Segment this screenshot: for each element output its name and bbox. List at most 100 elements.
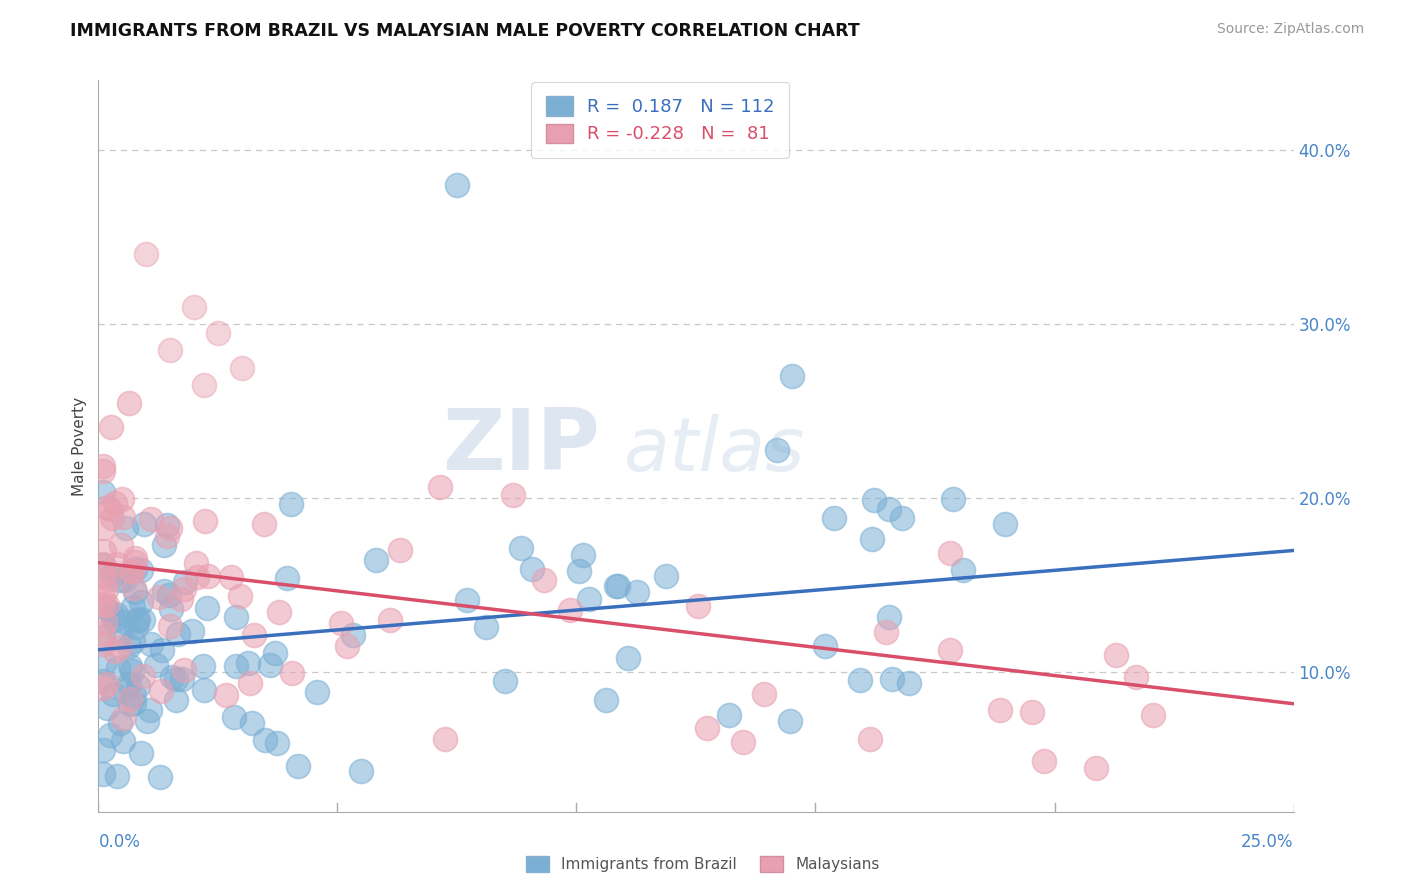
Text: IMMIGRANTS FROM BRAZIL VS MALAYSIAN MALE POVERTY CORRELATION CHART: IMMIGRANTS FROM BRAZIL VS MALAYSIAN MALE… <box>70 22 860 40</box>
Point <box>607 579 630 593</box>
Point <box>122 581 145 595</box>
Point <box>276 571 298 585</box>
Point <box>456 593 478 607</box>
Point <box>863 493 886 508</box>
Point <box>120 698 142 712</box>
Point <box>446 178 468 192</box>
Point <box>329 615 352 630</box>
Point <box>153 584 176 599</box>
Point <box>91 637 114 651</box>
Point <box>780 369 803 384</box>
Point <box>98 501 121 516</box>
Point <box>184 557 207 571</box>
Point <box>139 511 162 525</box>
Point <box>186 570 208 584</box>
Point <box>266 736 288 750</box>
Point <box>139 703 162 717</box>
Point <box>380 613 402 627</box>
Point <box>157 588 180 602</box>
Point <box>859 731 882 746</box>
Point <box>105 769 128 783</box>
Point <box>104 644 127 658</box>
Point <box>502 488 524 502</box>
Point <box>105 607 128 622</box>
Point <box>94 583 117 598</box>
Point <box>879 501 901 516</box>
Point <box>118 659 141 673</box>
Point <box>118 639 141 653</box>
Point <box>121 564 143 578</box>
Point <box>132 668 155 682</box>
Point <box>239 676 262 690</box>
Point <box>107 661 129 675</box>
Text: ZIP: ZIP <box>443 404 600 488</box>
Point <box>103 613 125 627</box>
Point <box>558 603 581 617</box>
Point <box>150 642 173 657</box>
Point <box>752 687 775 701</box>
Point <box>96 599 118 613</box>
Point <box>91 557 114 571</box>
Point <box>252 516 274 531</box>
Point <box>849 673 872 687</box>
Point <box>733 735 755 749</box>
Point <box>1084 762 1107 776</box>
Point <box>122 633 145 648</box>
Point <box>114 683 136 698</box>
Point <box>103 687 125 701</box>
Point <box>942 492 965 507</box>
Point <box>100 420 122 434</box>
Point <box>118 677 141 691</box>
Point <box>180 624 202 638</box>
Point <box>342 628 364 642</box>
Point <box>127 612 149 626</box>
Point <box>91 626 114 640</box>
Text: Source: ZipAtlas.com: Source: ZipAtlas.com <box>1216 22 1364 37</box>
Point <box>150 684 173 698</box>
Point <box>104 496 127 510</box>
Point <box>280 497 302 511</box>
Point <box>93 568 115 582</box>
Point <box>96 701 118 715</box>
Point <box>124 550 146 565</box>
Legend: R =  0.187   N = 112, R = -0.228   N =  81: R = 0.187 N = 112, R = -0.228 N = 81 <box>531 82 789 158</box>
Point <box>129 595 152 609</box>
Point <box>578 591 600 606</box>
Point <box>136 714 159 728</box>
Point <box>207 326 229 340</box>
Point <box>159 521 181 535</box>
Point <box>231 360 253 375</box>
Point <box>718 707 741 722</box>
Point <box>98 728 121 742</box>
Point <box>167 627 190 641</box>
Point <box>1125 670 1147 684</box>
Point <box>243 628 266 642</box>
Point <box>149 770 172 784</box>
Point <box>124 562 146 576</box>
Point <box>156 529 179 543</box>
Point <box>350 764 373 778</box>
Point <box>193 378 215 392</box>
Point <box>91 767 114 781</box>
Point <box>93 656 115 670</box>
Point <box>366 552 388 566</box>
Point <box>132 517 155 532</box>
Point <box>129 746 152 760</box>
Point <box>110 538 132 552</box>
Point <box>1142 708 1164 723</box>
Point <box>97 572 120 586</box>
Point <box>129 563 152 577</box>
Point <box>139 637 162 651</box>
Point <box>91 630 114 644</box>
Point <box>91 464 114 478</box>
Point <box>118 395 141 409</box>
Point <box>160 669 183 683</box>
Point <box>225 610 247 624</box>
Point <box>122 600 145 615</box>
Point <box>174 574 197 589</box>
Point <box>259 658 281 673</box>
Point <box>240 715 263 730</box>
Point <box>122 697 145 711</box>
Point <box>165 672 187 686</box>
Point <box>193 682 215 697</box>
